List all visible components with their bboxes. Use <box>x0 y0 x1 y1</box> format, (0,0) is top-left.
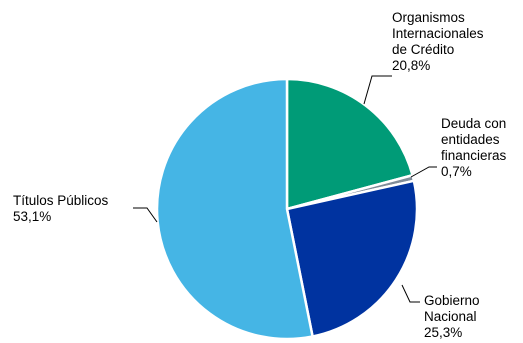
slice-value-label: 20,8% <box>392 58 430 73</box>
slice-value-label: 53,1% <box>13 209 51 224</box>
slice-value-label: 25,3% <box>424 325 462 340</box>
pie-slices <box>155 77 419 341</box>
pie-slice-3 <box>155 77 314 341</box>
slice-name-line: Internacionales <box>392 26 484 41</box>
leader-line-1 <box>410 166 437 178</box>
slice-label-1: Deuda con entidades financieras 0,7% <box>441 116 507 179</box>
slice-name-line: entidades <box>441 132 500 147</box>
slice-value-label: 0,7% <box>441 164 472 179</box>
slice-name-line: Nacional <box>424 309 477 324</box>
slice-name-line: Títulos Públicos <box>13 193 109 208</box>
leader-line-3 <box>133 207 158 223</box>
slice-name-line: financieras <box>441 148 507 163</box>
leader-line-0 <box>363 75 392 105</box>
slice-label-0: Organismos Internacionales de Crédito 20,8% <box>392 10 484 73</box>
pie-slice-2 <box>285 179 419 338</box>
slice-label-2: Gobierno Nacional 25,3% <box>424 293 480 340</box>
leader-line-2 <box>401 284 420 303</box>
slice-name-line: de Crédito <box>392 42 454 57</box>
pie-slice-0 <box>285 77 414 211</box>
slice-label-3: Títulos Públicos 53,1% <box>13 193 109 224</box>
slice-name-line: Gobierno <box>424 293 480 308</box>
slice-name-line: Organismos <box>392 10 465 25</box>
slice-name-line: Deuda con <box>441 116 506 131</box>
pie-labels: Organismos Internacionales de Crédito 20,8%… <box>13 10 507 340</box>
